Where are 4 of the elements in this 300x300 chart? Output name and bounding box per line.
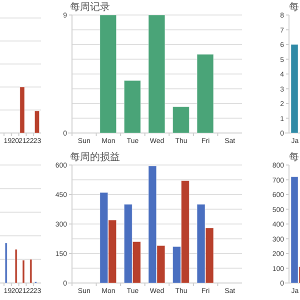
chart-title: 每 <box>289 1 299 13</box>
chart-title: 每 <box>289 151 299 163</box>
chart-title: 每周的损益 <box>70 151 120 163</box>
chart-title: 每周记录 <box>70 1 110 13</box>
